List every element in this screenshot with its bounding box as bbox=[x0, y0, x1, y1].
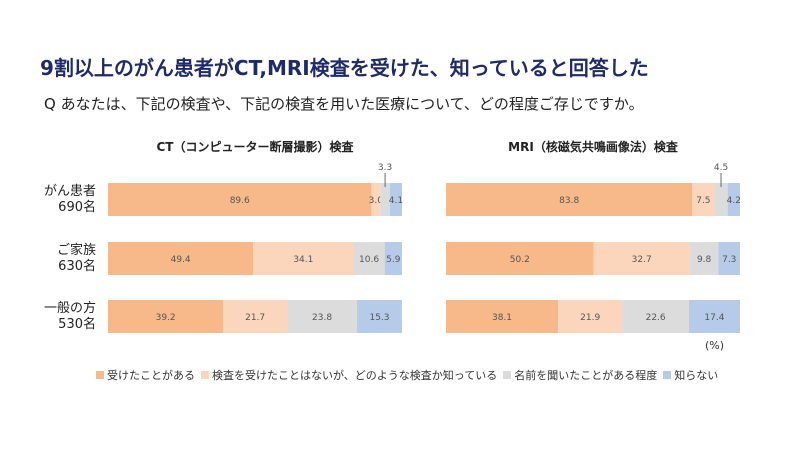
ct-data-label: 34.1 bbox=[293, 255, 313, 265]
mri-bar-heard bbox=[714, 183, 728, 216]
legend-label-unknown: 知らない bbox=[674, 369, 719, 382]
page-title: 9割以上のがん患者がCT,MRI検査を受けた、知っていると回答した bbox=[40, 56, 649, 80]
ct-data-label: 10.6 bbox=[359, 255, 379, 265]
ct-data-label: 23.8 bbox=[312, 313, 332, 323]
mri-data-label: 17.4 bbox=[704, 313, 724, 323]
mri-data-label: 4.2 bbox=[727, 196, 741, 206]
ct-data-label: 5.9 bbox=[386, 255, 401, 265]
ct-data-label: 89.6 bbox=[230, 196, 250, 206]
legend-swatch-heard bbox=[503, 371, 512, 379]
ct-bar-know bbox=[223, 300, 288, 333]
question-text: Q あなたは、下記の検査や、下記の検査を用いた医療について、どの程度ご存じですか… bbox=[44, 95, 644, 113]
ct-bar-received bbox=[108, 242, 254, 275]
legend-item-unknown: 知らない bbox=[663, 367, 718, 383]
ct-bar-know bbox=[371, 183, 381, 216]
mri-bar-received bbox=[446, 242, 594, 275]
mri-data-label: 38.1 bbox=[492, 313, 512, 323]
mri-bar-know bbox=[558, 300, 623, 333]
mri-data-label: 7.3 bbox=[722, 255, 736, 265]
category-label: 一般の方 bbox=[44, 300, 96, 316]
mri-chart-title: MRI（核磁気共鳴画像法）検査 bbox=[508, 139, 679, 154]
mri-bar-unknown bbox=[718, 242, 740, 275]
legend-swatch-know bbox=[201, 371, 209, 379]
category-label: 690名 bbox=[58, 199, 96, 215]
ct-data-label: 39.2 bbox=[156, 313, 176, 323]
ct-bar-unknown bbox=[357, 300, 402, 333]
ct-bar-received bbox=[108, 300, 224, 333]
legend-swatch-unknown bbox=[663, 371, 672, 379]
mri-data-label: 9.8 bbox=[697, 255, 712, 265]
category-label: がん患者 bbox=[44, 184, 96, 199]
legend: 受けたことがある 検査を受けたことはないが、どのような検査か知っている 名前を聞… bbox=[96, 367, 724, 383]
ct-data-label: 21.7 bbox=[245, 313, 265, 323]
ct-data-label: 15.3 bbox=[369, 313, 389, 323]
mri-bar-heard bbox=[622, 300, 689, 333]
legend-item-received: 受けたことがある bbox=[96, 367, 195, 383]
mri-bar-know bbox=[692, 183, 715, 216]
ct-bar-heard bbox=[353, 242, 385, 275]
legend-label-received: 受けたことがある bbox=[107, 369, 195, 382]
mri-bar-know bbox=[593, 242, 690, 275]
mri-data-label: 21.9 bbox=[580, 313, 600, 323]
mri-data-label: 32.7 bbox=[632, 255, 652, 265]
legend-label-know: 検査を受けたことはないが、どのような検査か知っている bbox=[212, 369, 498, 382]
category-label: ご家族 bbox=[57, 242, 96, 258]
category-label: 630名 bbox=[58, 258, 96, 274]
mri-data-label: 83.8 bbox=[559, 196, 579, 206]
mri-bar-received bbox=[446, 183, 693, 216]
mri-bar-unknown bbox=[688, 300, 740, 333]
mri-bar-received bbox=[446, 300, 559, 333]
ct-bar-unknown bbox=[389, 183, 402, 216]
mri-data-label: 22.6 bbox=[646, 313, 666, 323]
mri-bar-heard bbox=[689, 242, 719, 275]
mri-data-label: 7.5 bbox=[696, 196, 710, 206]
category-label: 530名 bbox=[58, 316, 96, 332]
mri-bar-unknown bbox=[727, 183, 740, 216]
ct-data-label: 3.0 bbox=[369, 196, 384, 206]
legend-label-heard: 名前を聞いたことがある程度 bbox=[514, 369, 658, 382]
ct-bar-heard bbox=[380, 183, 390, 216]
ct-callout-label: 3.3 bbox=[378, 163, 392, 173]
ct-bar-received bbox=[108, 183, 372, 216]
legend-swatch-received bbox=[96, 371, 104, 379]
legend-item-heard: 名前を聞いたことがある程度 bbox=[503, 367, 657, 383]
mri-data-label: 50.2 bbox=[510, 255, 530, 265]
ct-data-label: 4.1 bbox=[389, 196, 403, 206]
mri-callout-label: 4.5 bbox=[714, 163, 728, 173]
ct-data-label: 49.4 bbox=[171, 255, 191, 265]
unit-label: (%) bbox=[705, 339, 725, 352]
ct-chart-title: CT（コンピューター断層撮影）検査 bbox=[157, 139, 355, 154]
ct-bar-heard bbox=[287, 300, 358, 333]
legend-item-know: 検査を受けたことはないが、どのような検査か知っている bbox=[201, 367, 497, 383]
ct-bar-unknown bbox=[384, 242, 402, 275]
ct-bar-know bbox=[253, 242, 354, 275]
